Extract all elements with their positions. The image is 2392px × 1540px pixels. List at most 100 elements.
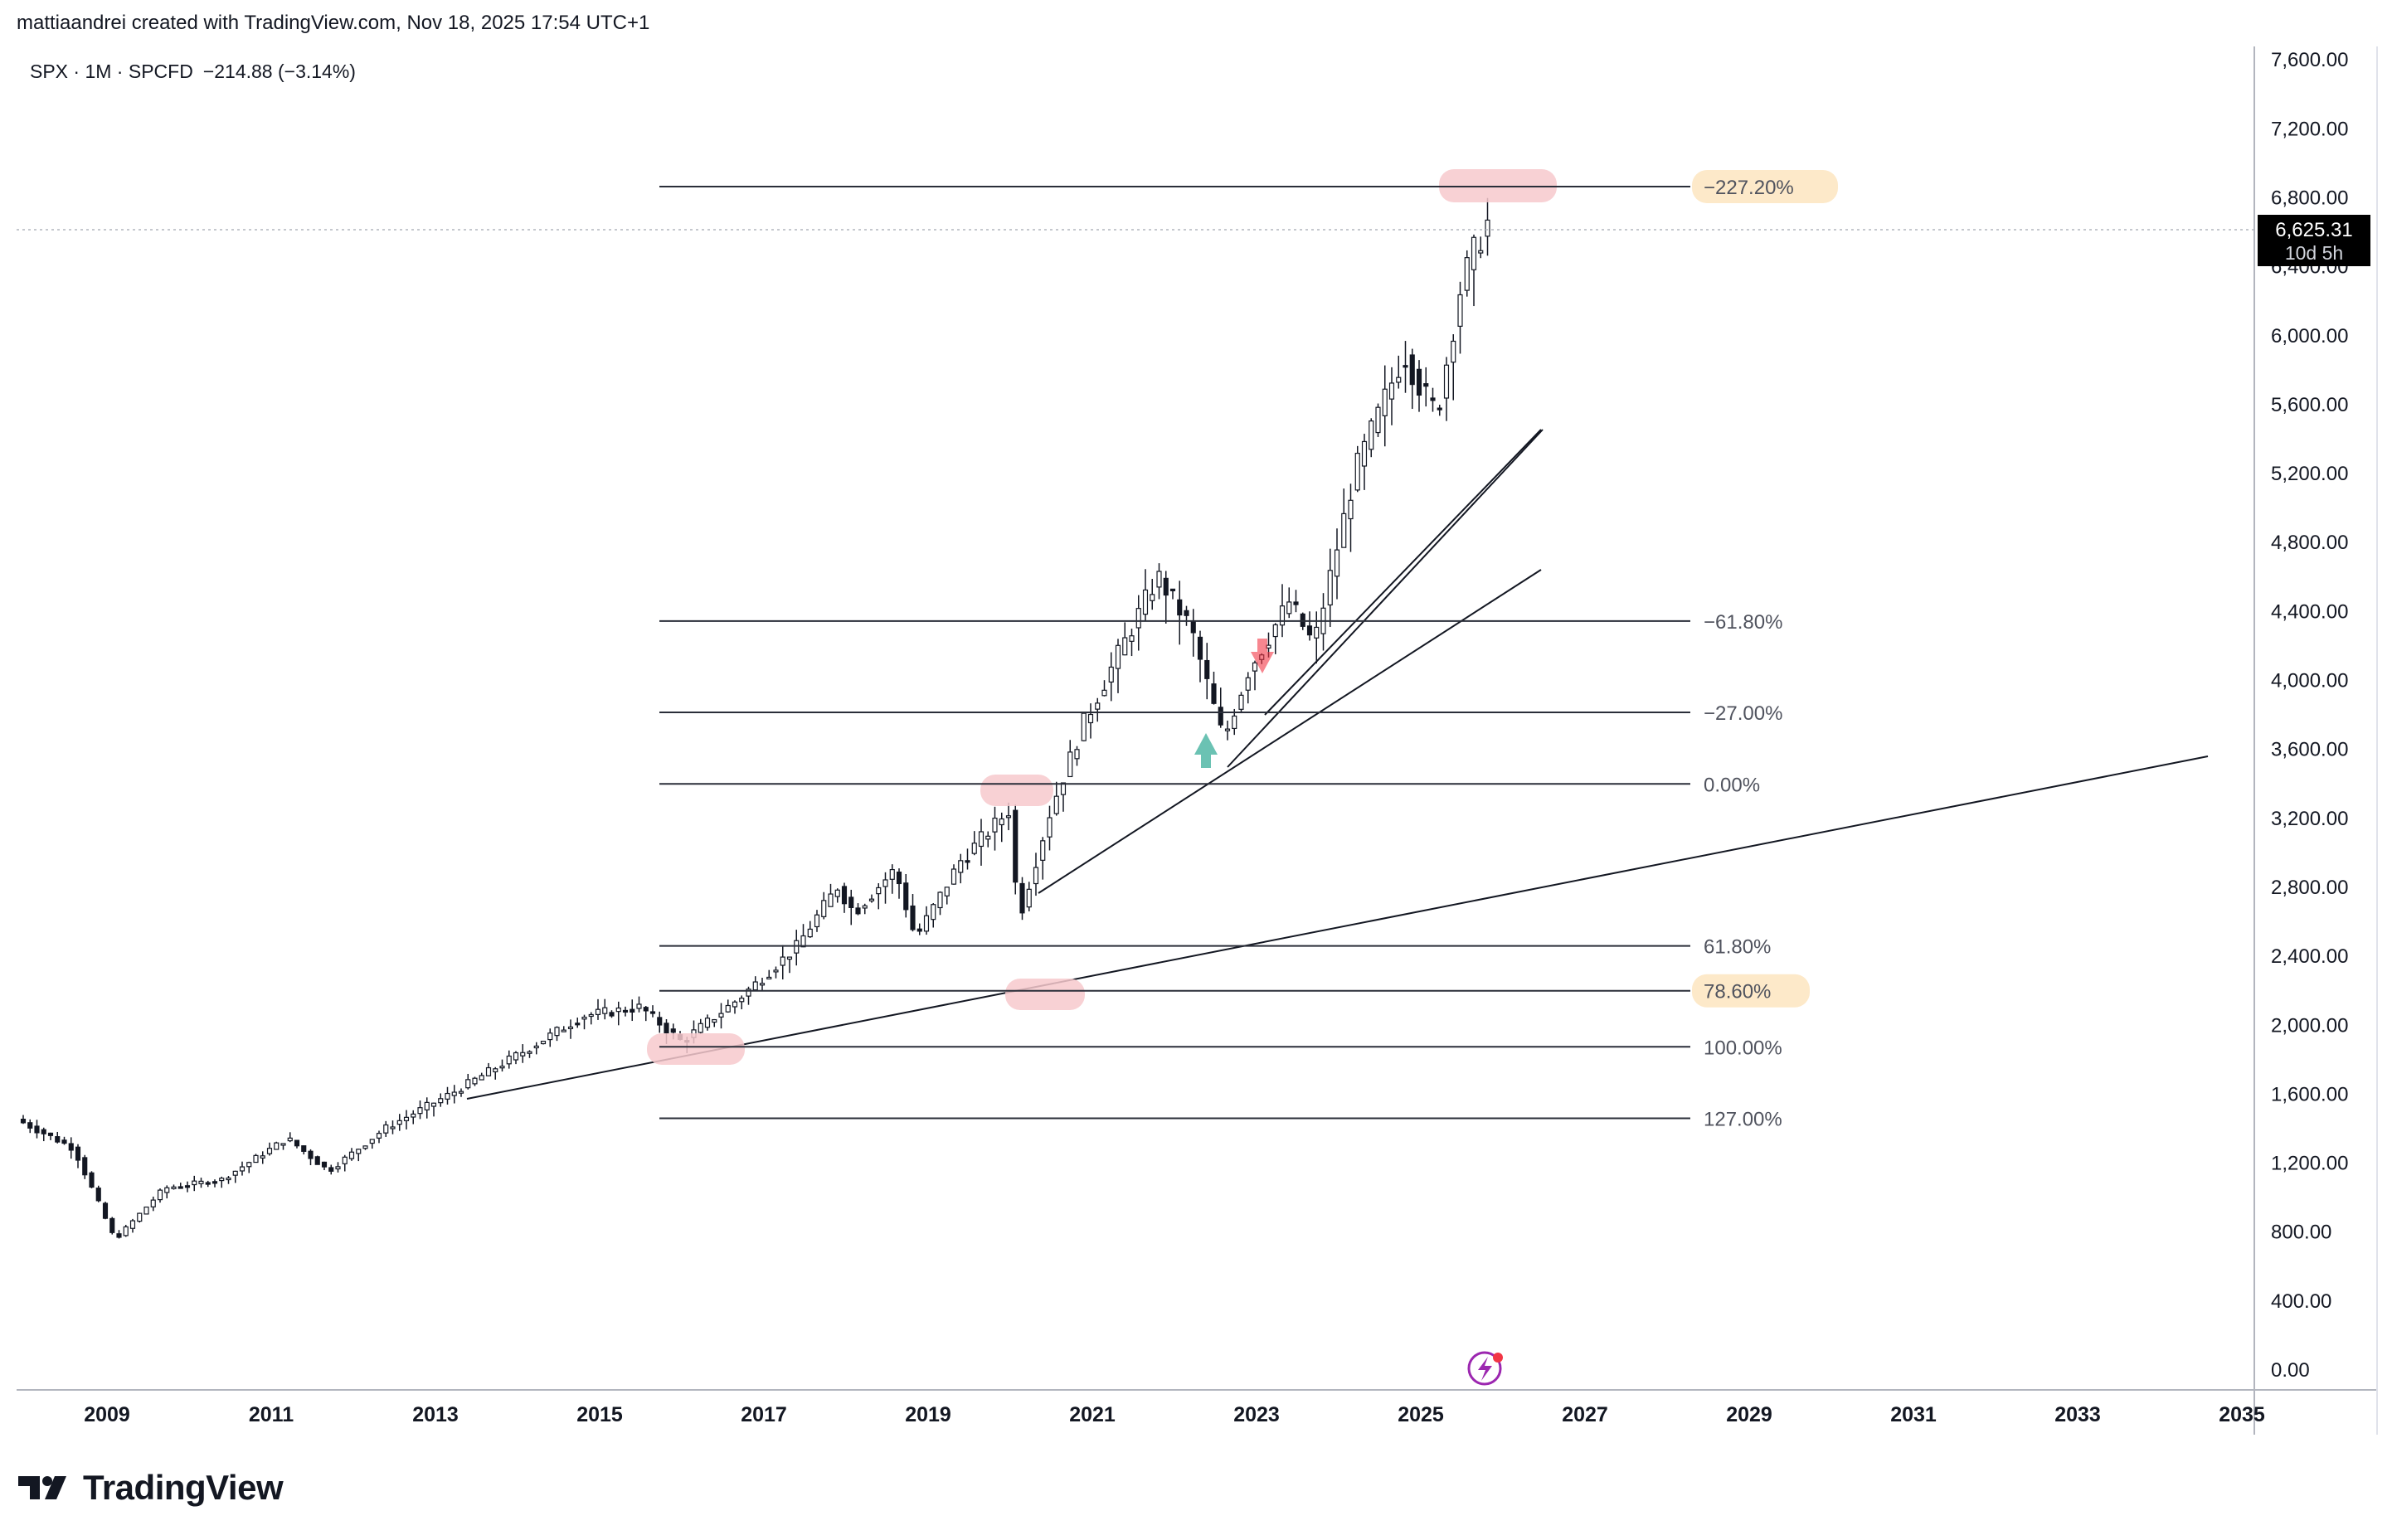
candle-body: [356, 1149, 362, 1154]
price-tick-label: 6,800.00: [2271, 187, 2348, 209]
candle-body: [588, 1013, 594, 1018]
candle-body: [506, 1055, 512, 1065]
candle-body: [1081, 712, 1087, 741]
tradingview-logo[interactable]: TradingView: [18, 1468, 284, 1508]
candle-body: [1095, 702, 1101, 710]
candle-body: [27, 1122, 33, 1129]
price-tick-label: 0.00: [2271, 1359, 2310, 1382]
candle-body: [876, 887, 882, 895]
highlight-box[interactable]: [980, 775, 1053, 806]
trend-line[interactable]: [1264, 429, 1542, 716]
time-scale[interactable]: 2009 2011 2013 2015 2017 2019 2021 2023 2025 2027…: [84, 1403, 2265, 1426]
candle-body: [280, 1143, 286, 1146]
candle-body: [458, 1091, 464, 1094]
candle-body: [992, 817, 998, 833]
highlight-box[interactable]: [647, 1033, 745, 1065]
candle-body: [1047, 817, 1053, 838]
highlight-box[interactable]: [1005, 979, 1085, 1010]
price-tick-label: 3,600.00: [2271, 739, 2348, 761]
highlight-box[interactable]: [1439, 169, 1557, 202]
price-scale[interactable]: 7,600.007,200.006,800.006,400.006,000.00…: [2271, 49, 2348, 1382]
candle-body: [314, 1156, 320, 1165]
candle-body: [287, 1137, 293, 1142]
drawings-layer[interactable]: [466, 169, 2209, 1100]
candle-body: [20, 1118, 27, 1124]
candle-body: [1163, 577, 1169, 596]
candle-body: [205, 1182, 211, 1185]
candle-body: [581, 1016, 587, 1020]
candle-body: [274, 1142, 280, 1150]
candle-body: [1204, 659, 1210, 679]
fib-level-label: 61.80%: [1704, 936, 1771, 959]
price-tick-label: 5,600.00: [2271, 394, 2348, 416]
candle-body: [561, 1029, 566, 1032]
candle-body: [567, 1026, 574, 1029]
fib-label-highlight: [1692, 170, 1838, 204]
candle-body: [1471, 236, 1477, 270]
brand-name: TradingView: [83, 1468, 284, 1507]
candle-body: [68, 1143, 74, 1151]
candle-body: [916, 928, 922, 932]
candle-body: [150, 1199, 156, 1207]
current-price-label: 6,625.31: [2275, 219, 2352, 241]
candle-body: [1423, 383, 1429, 387]
candle-body: [643, 1007, 649, 1012]
candle-body: [239, 1166, 246, 1172]
candle-body: [985, 835, 991, 840]
candle-body: [615, 1007, 621, 1013]
candle-body: [157, 1189, 163, 1201]
candle-body: [766, 976, 772, 980]
trend-line[interactable]: [466, 755, 2209, 1100]
candle-body: [246, 1162, 252, 1168]
time-tick-label: 2019: [905, 1403, 951, 1426]
candle-body: [1245, 677, 1251, 691]
candle-body: [109, 1217, 115, 1233]
candle-body: [896, 872, 902, 885]
candle-body: [533, 1045, 539, 1049]
fib-levels-layer[interactable]: −227.20% −61.80% −27.00% 0.00% 61.80% 78.60% 1…: [659, 170, 1838, 1131]
candle-body: [1060, 782, 1067, 795]
candle-body: [1108, 666, 1114, 683]
time-tick-label: 2009: [84, 1403, 130, 1426]
trend-line[interactable]: [1227, 429, 1544, 768]
fib-label-highlight: [1692, 974, 1810, 1008]
price-tick-label: 3,200.00: [2271, 808, 2348, 830]
candle-body: [1005, 815, 1012, 819]
candle-body: [1232, 715, 1237, 730]
symbol-legend[interactable]: SPX · 1M · SPCFD −214.88 (−3.14%): [30, 61, 356, 82]
price-tick-label: 400.00: [2271, 1290, 2331, 1313]
candle-body: [1327, 570, 1333, 606]
lightning-icon[interactable]: [1467, 1351, 1503, 1386]
candle-body: [260, 1155, 265, 1159]
fib-level-label: −61.80%: [1704, 611, 1782, 634]
candle-body: [143, 1206, 149, 1215]
candle-body: [1053, 795, 1059, 814]
candle-body: [137, 1212, 143, 1222]
candle-body: [882, 879, 888, 887]
candle-body: [1334, 549, 1340, 577]
candle-body: [198, 1180, 204, 1184]
candle-body: [575, 1023, 581, 1026]
candle-body: [1238, 694, 1244, 710]
candle-body: [903, 882, 909, 911]
trend-line[interactable]: [1038, 569, 1542, 894]
candle-body: [1142, 589, 1149, 615]
candle-body: [75, 1146, 81, 1161]
candle-body: [328, 1167, 334, 1172]
arrow-down-marker[interactable]: [1251, 639, 1274, 673]
candle-body: [335, 1166, 341, 1170]
price-tick-label: 4,000.00: [2271, 670, 2348, 692]
candle-body: [129, 1220, 136, 1229]
candle-body: [862, 905, 868, 909]
time-tick-label: 2035: [2219, 1403, 2265, 1426]
candle-body: [493, 1068, 498, 1073]
time-tick-label: 2029: [1726, 1403, 1772, 1426]
price-tick-label: 1,600.00: [2271, 1083, 2348, 1105]
candle-body: [698, 1023, 703, 1033]
candle-body: [89, 1172, 95, 1188]
candle-body: [1430, 397, 1436, 401]
arrow-up-marker[interactable]: [1194, 733, 1218, 768]
symbol-name: SPX · 1M · SPCFD: [30, 61, 193, 82]
